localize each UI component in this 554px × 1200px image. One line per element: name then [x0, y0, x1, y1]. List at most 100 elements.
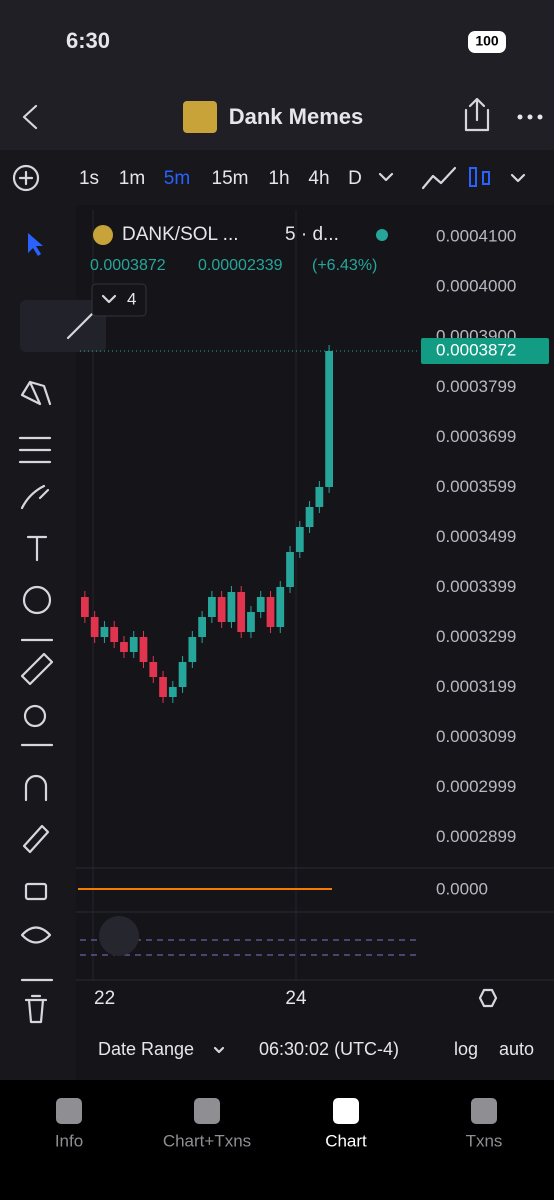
- legend-symbol: DANK/SOL ...: [122, 224, 239, 245]
- zoom-tool[interactable]: [23, 704, 47, 728]
- candle-body: [286, 552, 294, 587]
- trendline-tool[interactable]: [66, 312, 94, 340]
- chart-dropdown[interactable]: [510, 173, 526, 183]
- candle-body: [168, 687, 177, 697]
- date-range-chevron: [213, 1046, 225, 1054]
- tradingview-logo: [99, 916, 139, 956]
- y-tick-label: 0.0003699: [436, 427, 516, 446]
- candle-body: [120, 642, 128, 652]
- token-icon: [183, 101, 217, 133]
- candle-body: [139, 637, 148, 662]
- top-bar: [0, 0, 554, 150]
- settings-button[interactable]: [478, 988, 498, 1008]
- interval-dropdown[interactable]: [378, 172, 394, 182]
- interval-bar: [0, 150, 554, 205]
- log-toggle[interactable]: log: [454, 1039, 478, 1059]
- text-tool[interactable]: [26, 535, 48, 562]
- add-icon: [18, 170, 34, 186]
- emoji-tool[interactable]: [22, 585, 52, 615]
- indicator-chevron: [101, 294, 117, 304]
- candle-body: [198, 617, 206, 637]
- last-price-box: [421, 338, 549, 364]
- battery: [468, 31, 506, 53]
- last-price-label: 0.0003872: [436, 340, 516, 359]
- toolbar-divider: [20, 638, 54, 982]
- candle-body: [100, 627, 109, 637]
- delete-tool[interactable]: [24, 994, 48, 1024]
- candle-body: [315, 487, 324, 507]
- candle-body: [110, 627, 119, 642]
- indicator-toggle[interactable]: [91, 283, 147, 317]
- candle-body: [149, 662, 158, 677]
- legend-percent: (+6.43%): [312, 257, 377, 274]
- cursor-tool[interactable]: [28, 233, 43, 256]
- indicator-value: 0.0000: [436, 879, 488, 898]
- interval-button[interactable]: 15m: [212, 168, 249, 189]
- interval-button[interactable]: 4h: [308, 168, 329, 189]
- y-tick-label: 0.0003499: [436, 527, 516, 546]
- auto-toggle[interactable]: auto: [499, 1039, 534, 1059]
- y-tick-label: 0.0003399: [436, 577, 516, 596]
- candle-body: [217, 597, 226, 622]
- x-label: 24: [285, 988, 307, 1009]
- tab-label[interactable]: Chart+Txns: [163, 1131, 251, 1150]
- legend-price: 0.0003872: [90, 257, 166, 274]
- candle-chart-icon: [482, 171, 490, 185]
- share-button[interactable]: [464, 97, 490, 132]
- status-time: 6:30: [66, 28, 110, 53]
- legend-change: 0.00002339: [198, 257, 283, 274]
- candle-body: [208, 597, 216, 617]
- add-button[interactable]: [12, 164, 40, 192]
- date-range-button[interactable]: Date Range: [98, 1039, 194, 1059]
- lock-tool[interactable]: [24, 882, 48, 901]
- lock-drawing-tool[interactable]: [22, 824, 50, 854]
- legend-resolution: 5 · d...: [285, 224, 339, 245]
- y-tick-label: 0.0004100: [436, 226, 516, 245]
- candle-chart-button[interactable]: [469, 167, 477, 187]
- magnet-tool[interactable]: [24, 774, 48, 802]
- tab-label[interactable]: Chart: [325, 1131, 367, 1150]
- candle-body: [90, 617, 99, 637]
- tab-label[interactable]: Info: [55, 1131, 83, 1150]
- candle-body: [305, 507, 314, 527]
- y-tick-label: 0.0002899: [436, 827, 516, 846]
- visibility-tool[interactable]: [20, 926, 52, 944]
- tab-label[interactable]: Txns: [466, 1131, 503, 1150]
- tab-icon[interactable]: [471, 1098, 497, 1124]
- battery-level: 100: [475, 33, 499, 49]
- tab-bar: [0, 1080, 554, 1200]
- clock: 06:30:02 (UTC-4): [259, 1039, 399, 1059]
- fib-tool[interactable]: [18, 436, 52, 464]
- y-tick-label: 0.0003099: [436, 727, 516, 746]
- interval-button[interactable]: 1h: [268, 168, 289, 189]
- y-tick-label: 0.0002999: [436, 777, 516, 796]
- pattern-tool[interactable]: [20, 380, 52, 406]
- candle-body: [237, 592, 246, 632]
- interval-button[interactable]: 1m: [119, 168, 145, 189]
- line-chart-button[interactable]: [421, 166, 457, 190]
- interval-button[interactable]: 1s: [79, 168, 99, 189]
- candle-body: [227, 592, 236, 622]
- back-button[interactable]: [22, 104, 38, 130]
- candle-body: [247, 612, 255, 632]
- more-button[interactable]: [517, 114, 543, 120]
- candle-body: [276, 587, 285, 627]
- interval-button[interactable]: 5m: [164, 168, 190, 189]
- measure-tool[interactable]: [20, 652, 54, 686]
- candle-body: [295, 527, 304, 552]
- indicator-count: 4: [127, 289, 136, 308]
- candle-body: [188, 637, 197, 662]
- y-tick-label: 0.0003199: [436, 677, 516, 696]
- y-tick-label: 0.0004000: [436, 276, 516, 295]
- tab-icon[interactable]: [56, 1098, 82, 1124]
- legend-token-icon: [93, 225, 113, 245]
- tab-icon[interactable]: [333, 1098, 359, 1124]
- tab-icon[interactable]: [194, 1098, 220, 1124]
- candle-body: [325, 351, 333, 487]
- brush-tool[interactable]: [20, 484, 50, 510]
- x-label: 22: [94, 988, 115, 1009]
- interval-button[interactable]: D: [348, 168, 362, 189]
- floating-draw-panel: [20, 300, 106, 352]
